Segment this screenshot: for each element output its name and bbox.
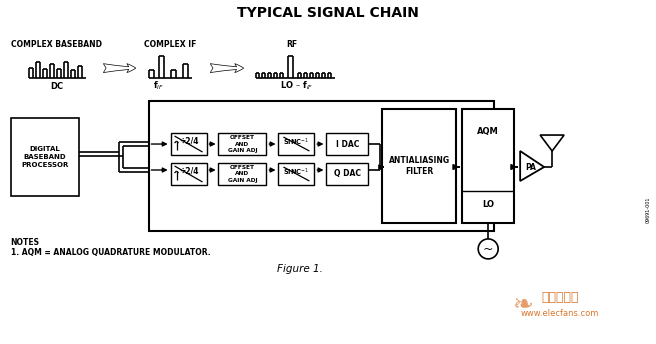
Bar [278, 163, 314, 185]
Text: ÷2/4: ÷2/4 [179, 166, 198, 175]
Bar [218, 133, 266, 155]
Text: Q DAC: Q DAC [334, 170, 361, 179]
Text: 1. AQM = ANALOG QUADRATURE MODULATOR.: 1. AQM = ANALOG QUADRATURE MODULATOR. [10, 248, 211, 257]
Text: Figure 1.: Figure 1. [277, 264, 323, 274]
Text: LO: LO [482, 201, 494, 209]
Text: OFFSET
AND
GAIN ADJ: OFFSET AND GAIN ADJ [228, 135, 257, 153]
Text: www.elecfans.com: www.elecfans.com [521, 309, 600, 318]
Text: PA: PA [525, 162, 537, 172]
Text: DC: DC [50, 82, 63, 90]
Text: 09691-001: 09691-001 [646, 197, 651, 223]
Text: ANTIALIASING
FILTER: ANTIALIASING FILTER [389, 155, 450, 176]
Bar [218, 163, 266, 185]
Text: ❧: ❧ [512, 293, 533, 317]
Bar [171, 133, 207, 155]
Text: COMPLEX IF: COMPLEX IF [144, 40, 197, 49]
Text: f$_{IF}$: f$_{IF}$ [153, 80, 164, 92]
Text: ÷2/4: ÷2/4 [179, 137, 198, 146]
Text: NOTES: NOTES [10, 238, 40, 247]
Text: ~: ~ [483, 243, 493, 255]
Bar [327, 133, 368, 155]
Text: AQM: AQM [478, 127, 499, 136]
Text: COMPLEX BASEBAND: COMPLEX BASEBAND [11, 40, 102, 49]
Bar [278, 133, 314, 155]
Text: SINC$^{-1}$: SINC$^{-1}$ [283, 136, 310, 148]
Bar [148, 101, 494, 231]
Text: SINC$^{-1}$: SINC$^{-1}$ [283, 166, 310, 178]
Text: RF: RF [286, 40, 297, 49]
Text: TYPICAL SIGNAL CHAIN: TYPICAL SIGNAL CHAIN [237, 6, 419, 20]
Polygon shape [540, 135, 564, 151]
Text: OFFSET
AND
GAIN ADJ: OFFSET AND GAIN ADJ [228, 165, 257, 183]
Bar [10, 118, 79, 196]
Text: 电子发烧友: 电子发烧友 [541, 291, 579, 304]
Bar [171, 163, 207, 185]
Text: DIGITAL
BASEBAND
PROCESSOR: DIGITAL BASEBAND PROCESSOR [21, 146, 68, 168]
Bar [462, 109, 514, 223]
Polygon shape [520, 151, 544, 181]
Bar [327, 163, 368, 185]
Text: I DAC: I DAC [336, 140, 359, 149]
Text: LO – f$_{IF}$: LO – f$_{IF}$ [279, 80, 313, 92]
Bar [382, 109, 456, 223]
